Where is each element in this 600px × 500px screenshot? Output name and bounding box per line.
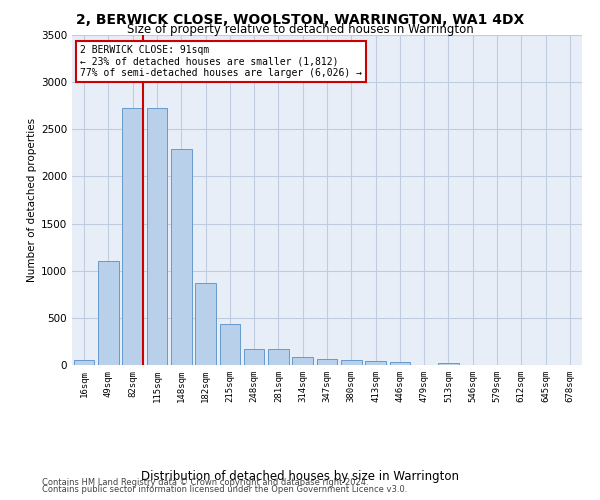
Text: 2, BERWICK CLOSE, WOOLSTON, WARRINGTON, WA1 4DX: 2, BERWICK CLOSE, WOOLSTON, WARRINGTON, …: [76, 12, 524, 26]
Bar: [268, 350, 289, 365]
Bar: [389, 362, 410, 365]
Text: Contains public sector information licensed under the Open Government Licence v3: Contains public sector information licen…: [42, 486, 407, 494]
Y-axis label: Number of detached properties: Number of detached properties: [27, 118, 37, 282]
Bar: [195, 283, 216, 365]
Bar: [122, 108, 143, 365]
Bar: [292, 356, 313, 365]
Bar: [365, 361, 386, 365]
Bar: [317, 360, 337, 365]
Text: Contains HM Land Registry data © Crown copyright and database right 2024.: Contains HM Land Registry data © Crown c…: [42, 478, 368, 487]
Bar: [244, 349, 265, 365]
Text: Distribution of detached houses by size in Warrington: Distribution of detached houses by size …: [141, 470, 459, 483]
Bar: [220, 324, 240, 365]
Bar: [341, 360, 362, 365]
Bar: [171, 149, 191, 365]
Text: 2 BERWICK CLOSE: 91sqm
← 23% of detached houses are smaller (1,812)
77% of semi-: 2 BERWICK CLOSE: 91sqm ← 23% of detached…: [80, 45, 362, 78]
Bar: [438, 362, 459, 365]
Bar: [146, 108, 167, 365]
Bar: [74, 360, 94, 365]
Bar: [98, 262, 119, 365]
Text: Size of property relative to detached houses in Warrington: Size of property relative to detached ho…: [127, 22, 473, 36]
